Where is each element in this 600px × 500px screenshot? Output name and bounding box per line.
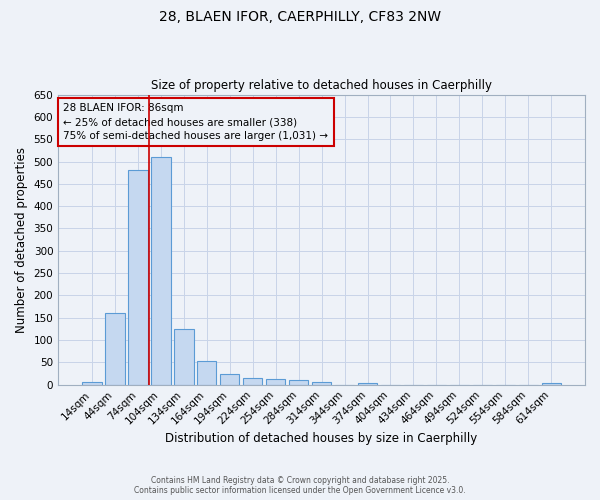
Bar bbox=[266, 380, 286, 384]
Text: 28 BLAEN IFOR: 86sqm
← 25% of detached houses are smaller (338)
75% of semi-deta: 28 BLAEN IFOR: 86sqm ← 25% of detached h… bbox=[64, 104, 328, 142]
Text: 28, BLAEN IFOR, CAERPHILLY, CF83 2NW: 28, BLAEN IFOR, CAERPHILLY, CF83 2NW bbox=[159, 10, 441, 24]
Bar bbox=[220, 374, 239, 384]
Bar bbox=[105, 314, 125, 384]
Bar bbox=[82, 382, 101, 384]
Bar bbox=[243, 378, 262, 384]
Y-axis label: Number of detached properties: Number of detached properties bbox=[15, 146, 28, 332]
Text: Contains HM Land Registry data © Crown copyright and database right 2025.
Contai: Contains HM Land Registry data © Crown c… bbox=[134, 476, 466, 495]
X-axis label: Distribution of detached houses by size in Caerphilly: Distribution of detached houses by size … bbox=[166, 432, 478, 445]
Bar bbox=[312, 382, 331, 384]
Bar bbox=[174, 329, 194, 384]
Bar bbox=[151, 157, 170, 384]
Title: Size of property relative to detached houses in Caerphilly: Size of property relative to detached ho… bbox=[151, 79, 492, 92]
Bar bbox=[289, 380, 308, 384]
Bar bbox=[197, 361, 217, 384]
Bar bbox=[128, 170, 148, 384]
